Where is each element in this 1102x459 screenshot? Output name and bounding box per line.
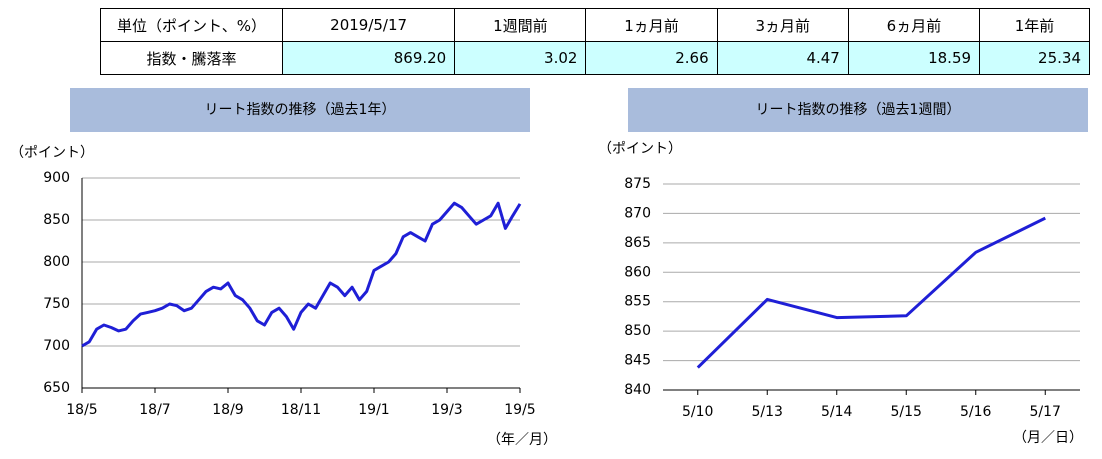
y-tick-label: 850 — [43, 212, 70, 228]
y-tick-label: 845 — [624, 353, 651, 369]
line — [81, 201, 522, 348]
x-tick-label: 18/5 — [66, 402, 97, 418]
y-axis-label: （ポイント） — [10, 145, 94, 161]
header-cell: 2019/5/17 — [281, 8, 456, 42]
chart-title-box — [628, 88, 1088, 132]
x-tick-label: 18/11 — [281, 402, 321, 418]
x-tick-label: 19/1 — [358, 402, 389, 418]
x-tick-label: 5/17 — [1030, 404, 1061, 420]
cell: 2.66 — [585, 41, 718, 75]
cell: 25.34 — [979, 41, 1090, 75]
y-tick-label: 855 — [624, 294, 651, 310]
row-label: 指数・騰落率 — [100, 41, 283, 75]
x-tick-label: 19/5 — [504, 402, 535, 418]
y-axis-label: （ポイント） — [598, 141, 682, 157]
y-tick-label: 750 — [43, 296, 70, 312]
y-tick-label: 700 — [43, 338, 70, 354]
y-tick-label: 840 — [624, 382, 651, 398]
header-cell: 単位（ポイント、%） — [100, 8, 283, 42]
y-tick-label: 900 — [43, 170, 70, 186]
x-tick-label: 5/10 — [682, 404, 713, 420]
x-axis-label: （月／日） — [1013, 430, 1083, 446]
header-cell: 1ヵ月前 — [585, 8, 718, 42]
data-row: 指数・騰落率 869.20 3.02 2.66 4.47 18.59 25.34 — [100, 41, 1090, 75]
x-tick-label: 5/13 — [752, 404, 783, 420]
y-tick-label: 800 — [43, 254, 70, 270]
chart-title: リート指数の推移（過去1年） — [205, 102, 396, 118]
y-tick-label: 860 — [624, 264, 651, 280]
line — [696, 216, 1046, 369]
x-tick-label: 18/9 — [212, 402, 243, 418]
header-row: 単位（ポイント、%） 2019/5/17 1週間前 1ヵ月前 3ヵ月前 6ヵ月前… — [100, 8, 1090, 42]
y-tick-label: 870 — [624, 205, 651, 221]
header-cell: 1年前 — [979, 8, 1090, 42]
chart-title-box — [70, 88, 530, 132]
x-tick-label: 5/16 — [960, 404, 992, 420]
header-cell: 6ヵ月前 — [847, 8, 981, 42]
summary-table: 単位（ポイント、%） 2019/5/17 1週間前 1ヵ月前 3ヵ月前 6ヵ月前… — [100, 8, 1090, 75]
y-tick-label: 850 — [624, 323, 651, 339]
x-tick-label: 18/7 — [139, 402, 170, 418]
cell: 3.02 — [454, 41, 587, 75]
x-tick-label: 5/14 — [821, 404, 853, 420]
y-tick-label: 875 — [624, 176, 651, 192]
x-tick-label: 5/15 — [891, 404, 922, 420]
cell: 869.20 — [281, 41, 456, 75]
cell: 4.47 — [716, 41, 849, 75]
cell: 18.59 — [847, 41, 981, 75]
chart-title: リート指数の推移（過去1週間） — [756, 102, 961, 118]
x-tick-label: 19/3 — [431, 402, 462, 418]
x-axis-label: （年／月） — [487, 432, 557, 448]
y-tick-label: 865 — [624, 235, 651, 251]
y-tick-label: 650 — [43, 380, 70, 396]
